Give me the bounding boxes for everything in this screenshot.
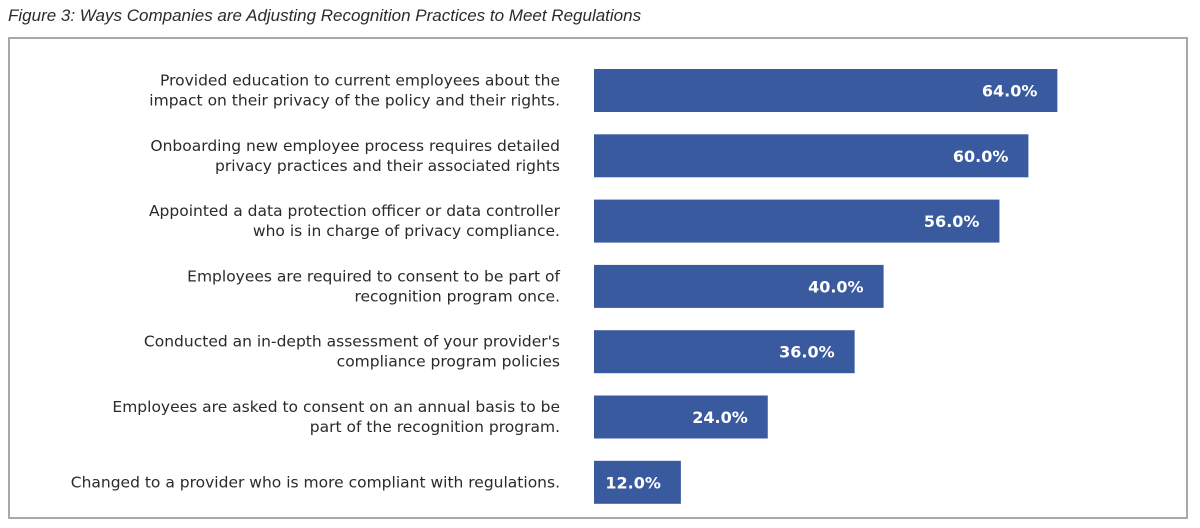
category-label-line: impact on their privacy of the policy an…: [149, 92, 560, 110]
category-label-line: Provided education to current employees …: [160, 72, 560, 90]
category-label-line: Employees are required to consent to be …: [187, 267, 560, 285]
bar-7: [594, 460, 681, 504]
category-label-3: Appointed a data protection officer or d…: [149, 202, 561, 240]
bar-3: [594, 199, 1000, 243]
category-label-line: Changed to a provider who is more compli…: [71, 473, 560, 491]
chart-frame: 64.0% Provided education to current emplo…: [8, 37, 1188, 519]
bar-chart: 64.0% Provided education to current emplo…: [71, 69, 1058, 504]
bar-2: [594, 134, 1029, 178]
figure-caption: Figure 3: Ways Companies are Adjusting R…: [8, 6, 642, 25]
category-label-line: Appointed a data protection officer or d…: [149, 202, 561, 220]
category-label-line: Conducted an in-depth assessment of your…: [144, 333, 560, 351]
bar-value-label-6: 24.0%: [692, 408, 748, 427]
category-label-6: Employees are asked to consent on an ann…: [112, 398, 560, 436]
bar-value-label-5: 36.0%: [779, 343, 835, 362]
category-label-line: part of the recognition program.: [310, 418, 560, 436]
bar-1: [594, 69, 1058, 112]
category-label-line: compliance program policies: [337, 353, 560, 371]
bar-4: [594, 264, 884, 308]
category-label-2: Onboarding new employee process requires…: [150, 137, 560, 175]
category-label-line: Employees are asked to consent on an ann…: [112, 398, 560, 416]
category-label-line: recognition program once.: [354, 287, 560, 305]
category-label-7: Changed to a provider who is more compli…: [71, 473, 560, 491]
category-label-line: who is in charge of privacy compliance.: [253, 222, 560, 240]
category-label-1: Provided education to current employees …: [149, 72, 560, 110]
bar-6: [594, 395, 768, 439]
category-label-line: Onboarding new employee process requires…: [150, 137, 560, 155]
bar-value-label-2: 60.0%: [953, 147, 1009, 166]
bar-value-label-1: 64.0%: [982, 82, 1038, 101]
category-label-5: Conducted an in-depth assessment of your…: [144, 333, 560, 371]
bar-5: [594, 330, 855, 374]
category-label-line: privacy practices and their associated r…: [215, 157, 560, 175]
bar-value-label-3: 56.0%: [924, 212, 980, 231]
bar-value-label-4: 40.0%: [808, 277, 864, 296]
category-label-4: Employees are required to consent to be …: [187, 267, 560, 305]
bar-value-label-7: 12.0%: [605, 473, 661, 492]
